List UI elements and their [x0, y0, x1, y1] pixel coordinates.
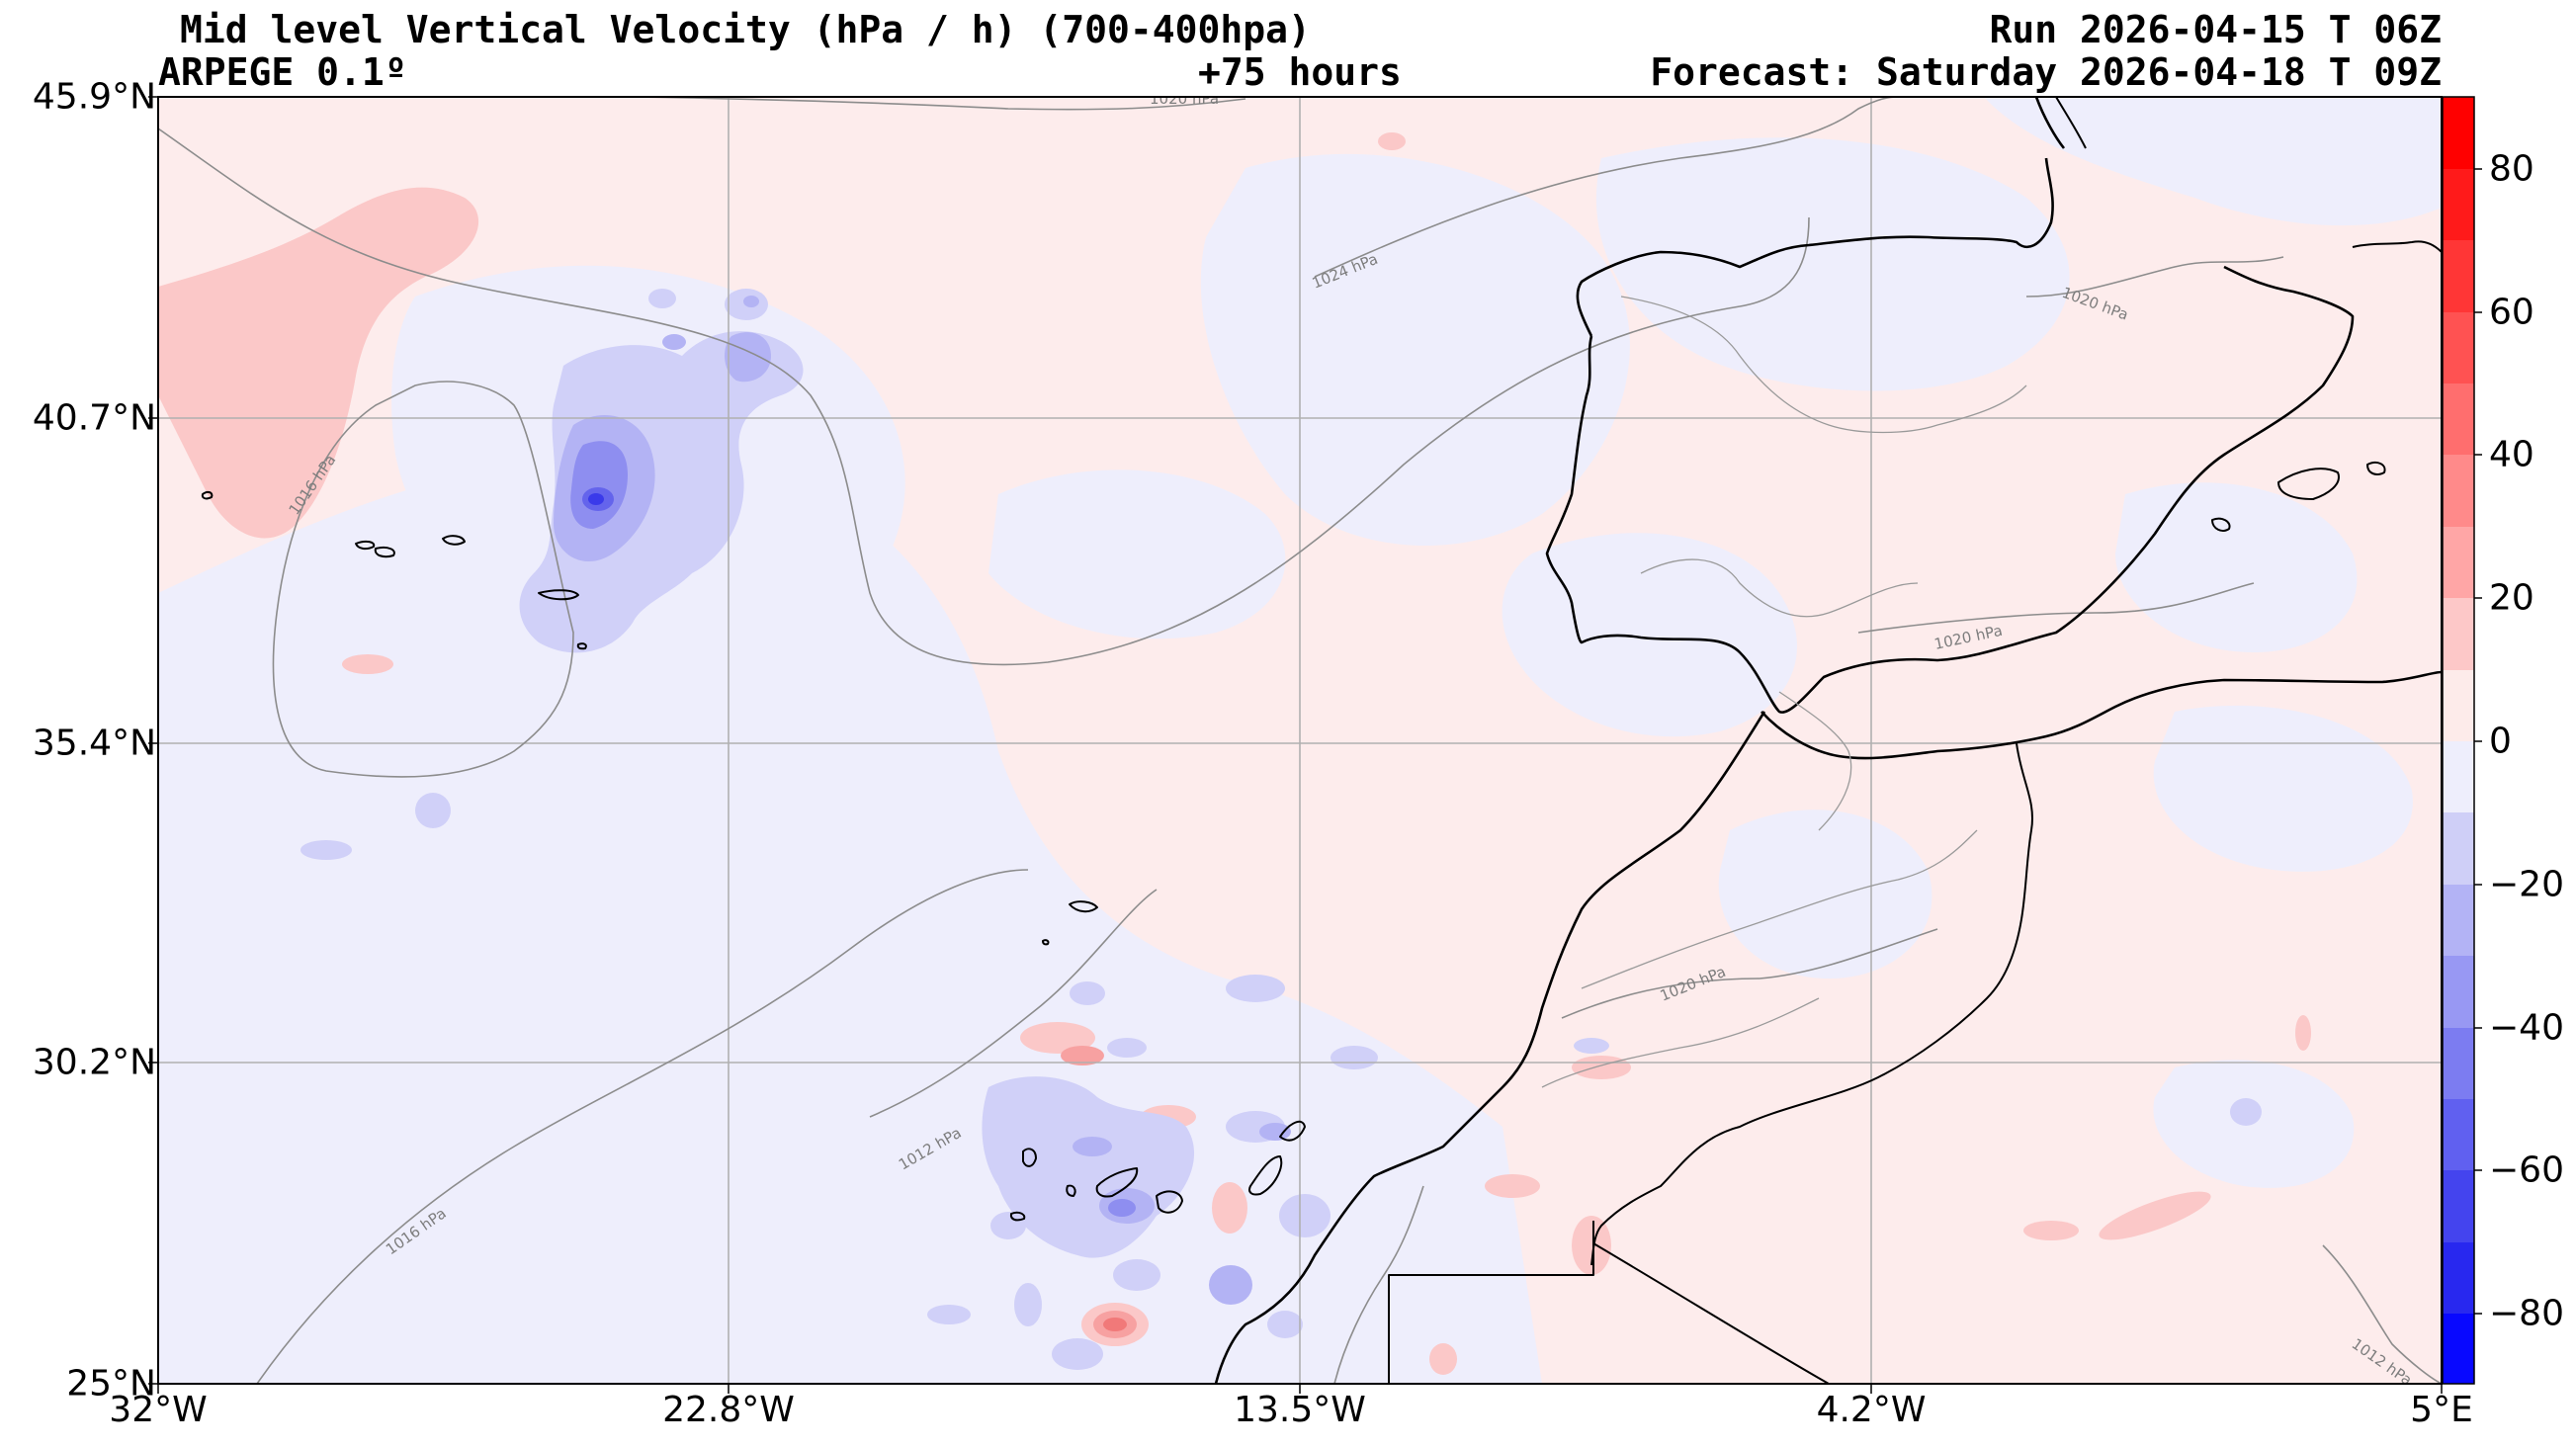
run-time: Run 2026-04-15 T 06Z — [1989, 8, 2442, 51]
colorbar-tick-label: 80 — [2489, 148, 2534, 190]
land-isobar-contours — [1541, 296, 2027, 1088]
colorbar-tick-label: 60 — [2489, 292, 2534, 333]
lat-label: 40.7°N — [32, 397, 156, 439]
map-gridlines — [158, 97, 2442, 1384]
lon-label: 5°E — [2410, 1390, 2473, 1430]
ascent-patches — [301, 289, 2262, 1370]
lead-time: +75 hours — [1198, 50, 1402, 94]
lat-label: 45.9°N — [32, 76, 156, 118]
forecast-time: Forecast: Saturday 2026-04-18 T 09Z — [1650, 50, 2442, 94]
colorbar-tick-label: −80 — [2489, 1293, 2564, 1334]
colorbar-tick-label: 20 — [2489, 577, 2534, 619]
isobar-label: 1020 hPa — [1150, 90, 1219, 108]
colorbar — [2442, 96, 2482, 1385]
colorbar-tick-label: −60 — [2489, 1150, 2564, 1191]
map-plot-area: 1020 hPa 1024 hPa 1016 hPa 1020 hPa 1020… — [158, 90, 2442, 1384]
lon-label: 13.5°W — [1234, 1390, 1366, 1430]
lat-label: 30.2°N — [32, 1042, 156, 1083]
lat-label: 25°N — [66, 1363, 156, 1405]
colorbar-tick-label: −20 — [2489, 864, 2564, 905]
axis-ticks — [148, 96, 2443, 1394]
descent-patches — [158, 132, 2311, 1375]
lon-label: 22.8°W — [662, 1390, 795, 1430]
lat-label: 35.4°N — [32, 723, 156, 764]
colorbar-tick-label: −40 — [2489, 1007, 2564, 1049]
map-title: Mid level Vertical Velocity (hPa / h) (7… — [180, 8, 1311, 51]
isobar-contours — [158, 97, 2442, 1384]
model-name: ARPEGE 0.1º — [158, 50, 407, 94]
lon-label: 4.2°W — [1816, 1390, 1927, 1430]
lon-label: 32°W — [109, 1390, 208, 1430]
colorbar-tick-label: 40 — [2489, 434, 2534, 475]
colorbar-tick-label: 0 — [2489, 721, 2512, 762]
